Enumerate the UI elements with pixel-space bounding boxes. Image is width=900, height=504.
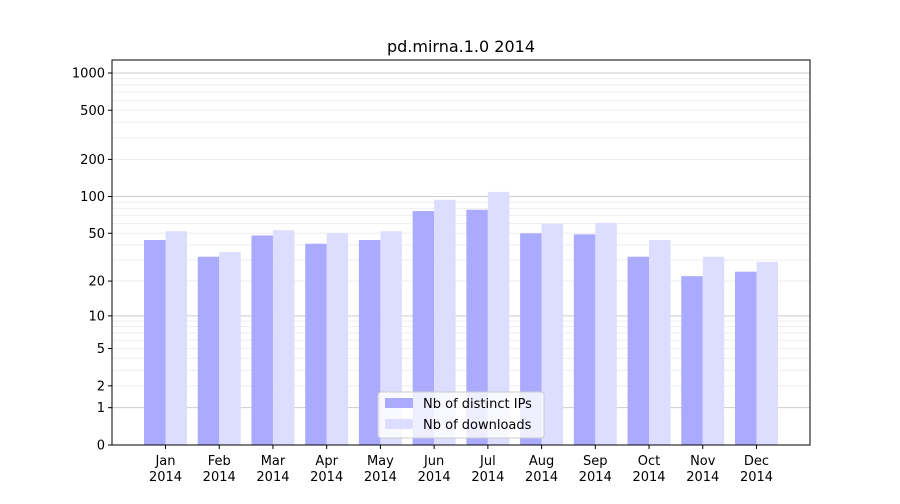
bar-downloads <box>272 230 295 445</box>
x-axis: Jan 2014 Feb 2014 Mar 2014 Apr 2014 May 2014 Jun 20… <box>149 445 773 485</box>
bar-downloads <box>541 223 564 445</box>
bar-distinct-ips <box>412 211 435 445</box>
x-tick-label: May 2014 <box>364 454 397 485</box>
y-tick-label: 10 <box>88 309 105 324</box>
y-tick-label: 50 <box>88 227 105 242</box>
legend-label-ips: Nb of distinct IPs <box>423 397 532 412</box>
bar-distinct-ips <box>466 209 488 445</box>
x-tick-label: Jan 2014 <box>149 454 182 485</box>
y-axis: 0 1 2 5 10 20 50 100 200 500 1000 <box>72 66 112 454</box>
bar-downloads <box>219 252 241 445</box>
bar-downloads <box>326 233 349 445</box>
x-tick-label: Dec 2014 <box>740 454 773 485</box>
bars <box>144 191 778 445</box>
x-tick-label: Mar 2014 <box>256 454 289 485</box>
bar-downloads <box>487 191 510 445</box>
x-tick-label: Aug 2014 <box>525 454 558 485</box>
x-tick-label: Oct 2014 <box>632 454 665 485</box>
bar-distinct-ips <box>681 276 703 445</box>
chart-title: pd.mirna.1.0 2014 <box>387 37 535 56</box>
legend: Nb of distinct IPs Nb of downloads <box>377 391 545 439</box>
x-tick-label: Jul 2014 <box>471 454 504 485</box>
y-tick-label: 500 <box>80 104 105 119</box>
legend-swatch-downloads <box>385 419 413 429</box>
bar-distinct-ips <box>197 256 220 445</box>
x-tick-label: Jun 2014 <box>418 454 451 485</box>
y-tick-label: 2 <box>97 379 105 394</box>
y-tick-label: 1000 <box>72 66 105 81</box>
y-tick-label: 200 <box>80 153 105 168</box>
x-tick-label: Sep 2014 <box>579 454 612 485</box>
x-tick-label: Apr 2014 <box>310 454 343 485</box>
bar-distinct-ips <box>305 243 327 445</box>
bar-distinct-ips <box>358 240 381 445</box>
x-tick-label: Nov 2014 <box>686 454 719 485</box>
bar-downloads <box>434 199 456 445</box>
x-tick-label: Feb 2014 <box>203 454 236 485</box>
y-tick-label: 1 <box>97 401 105 416</box>
y-tick-label: 20 <box>88 275 105 290</box>
y-tick-label: 0 <box>97 439 105 454</box>
bar-downloads <box>756 261 778 445</box>
bar-downloads <box>649 240 671 445</box>
bar-distinct-ips <box>735 271 757 445</box>
bar-downloads <box>165 231 187 445</box>
bar-distinct-ips <box>251 235 273 445</box>
bar-distinct-ips <box>573 234 596 445</box>
y-tick-label: 100 <box>80 190 105 205</box>
bar-downloads <box>702 256 725 445</box>
bar-downloads <box>595 222 617 445</box>
legend-swatch-ips <box>385 398 413 408</box>
legend-label-downloads: Nb of downloads <box>423 418 532 433</box>
bar-distinct-ips <box>627 256 650 445</box>
plot-frame <box>111 59 811 446</box>
bar-distinct-ips <box>144 240 166 445</box>
y-tick-label: 5 <box>97 342 105 357</box>
